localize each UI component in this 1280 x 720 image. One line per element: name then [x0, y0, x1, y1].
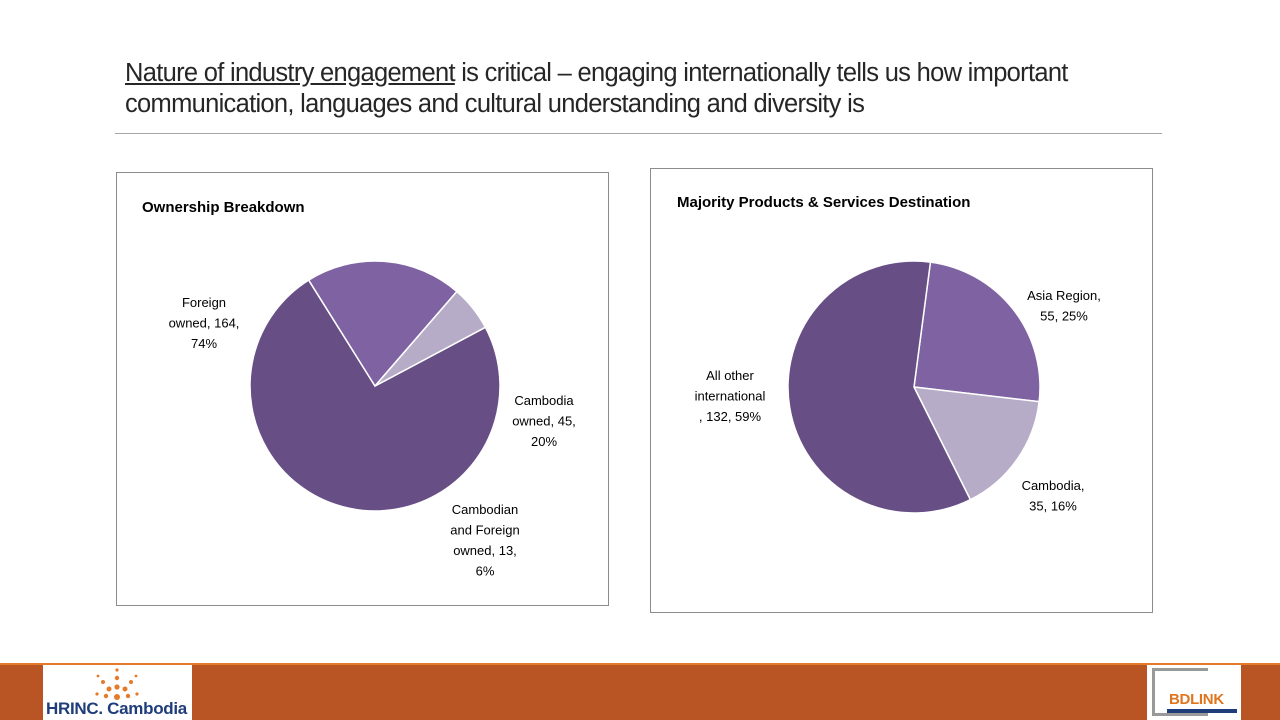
pie-slice-foreign-owned — [249, 279, 501, 512]
ownership-chart: Ownership Breakdown Foreign owned, 164, 74%… — [116, 172, 609, 606]
pie-slice-all-other-international — [787, 260, 972, 514]
bdlink-logo-frame — [1152, 668, 1208, 716]
ownership-pie-svg: Ownership Breakdown Foreign owned, 164, 74%… — [142, 199, 576, 579]
hrinc-logo-text: HRINC. Cambodia — [46, 699, 187, 718]
data-label-asia-region: Asia Region, 55, 25% — [1027, 288, 1101, 324]
destination-chart: Majority Products & Services Destination… — [650, 168, 1153, 613]
footer-band — [0, 665, 1280, 720]
data-label-cambodia: Cambodia, 35, 16% — [1022, 478, 1085, 514]
hrinc-logo: HRINC. Cambodia — [43, 665, 192, 720]
chart-title: Ownership Breakdown — [142, 199, 305, 216]
sunburst-icon — [95, 668, 139, 700]
bdlink-logo-tagline — [1167, 709, 1237, 713]
chart-title: Majority Products & Services Destination — [677, 194, 970, 211]
data-label-cambodian-and-foreign-owned: Cambodian and Foreign owned, 13, 6% — [450, 502, 519, 579]
slide-title: Nature of industry engagement is critica… — [125, 58, 1165, 120]
bdlink-logo: BDLINK — [1147, 665, 1241, 720]
pie-slice-asia-region — [913, 261, 1041, 403]
slide-title-rest: is critical – engaging internationally t… — [125, 59, 1068, 118]
pie-slice-cambodia — [912, 386, 1040, 501]
pie-slice-cambodian-and-foreign-owned — [374, 290, 487, 387]
data-label-cambodia-owned: Cambodia owned, 45, 20% — [512, 393, 576, 449]
bdlink-logo-text: BDLINK — [1169, 691, 1224, 708]
destination-pie-svg: Majority Products & Services Destination… — [677, 194, 1101, 514]
data-label-all-other-international: All other international, 132, 59% — [695, 368, 766, 424]
pie-slice-cambodia-owned — [307, 260, 458, 388]
data-label-foreign-owned: Foreign owned, 164, 74% — [169, 295, 240, 351]
title-divider — [115, 133, 1162, 134]
slide-title-underlined: Nature of industry engagement — [125, 59, 456, 87]
